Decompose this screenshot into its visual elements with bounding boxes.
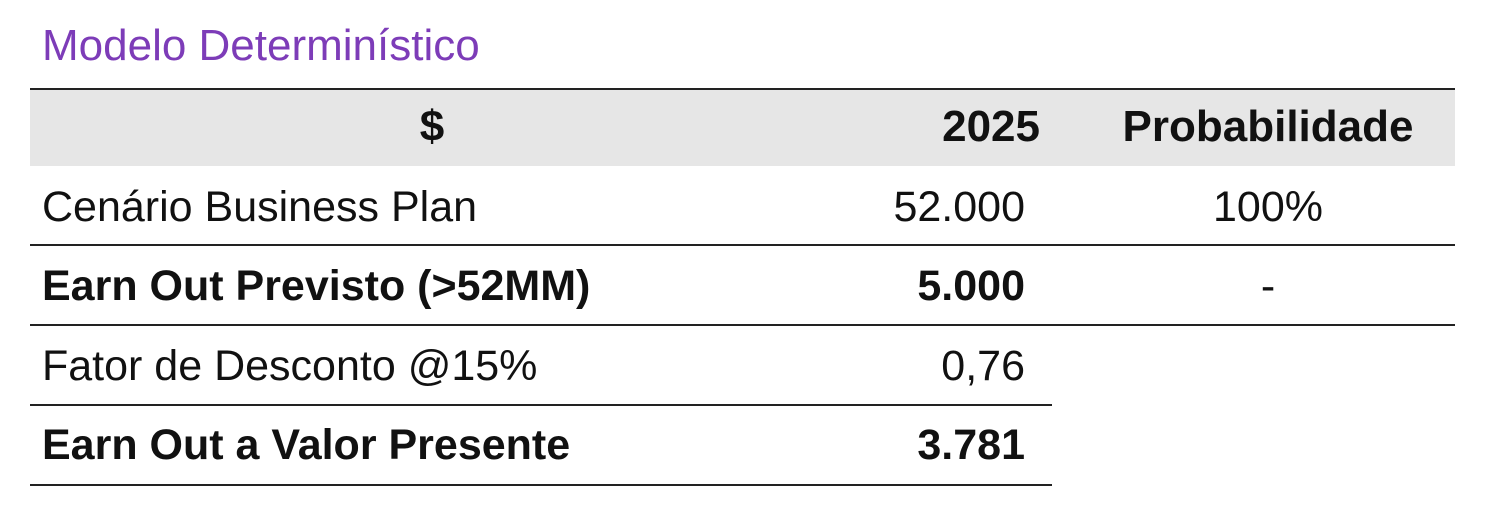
row-label: Fator de Desconto @15%	[42, 342, 538, 390]
header-cell: Probabilidade	[1122, 102, 1414, 151]
row-divider	[30, 404, 1052, 406]
row-probability: 100%	[1213, 183, 1323, 231]
row-label: Earn Out Previsto (>52MM)	[42, 262, 591, 310]
row-label: Earn Out a Valor Presente	[42, 421, 571, 469]
header-cell: 2025	[942, 102, 1040, 151]
header-band	[30, 88, 1455, 166]
header-cell: $	[419, 102, 445, 151]
row-divider	[30, 244, 1455, 246]
row-value: 3.781	[917, 421, 1025, 469]
title: Modelo Determinístico	[42, 21, 480, 70]
row-divider	[30, 324, 1455, 326]
row-probability: -	[1260, 262, 1276, 310]
row-value: 0,76	[941, 342, 1025, 390]
row-divider	[30, 484, 1052, 486]
row-label: Cenário Business Plan	[42, 183, 478, 231]
row-value: 52.000	[893, 183, 1025, 231]
row-value: 5.000	[917, 262, 1025, 310]
